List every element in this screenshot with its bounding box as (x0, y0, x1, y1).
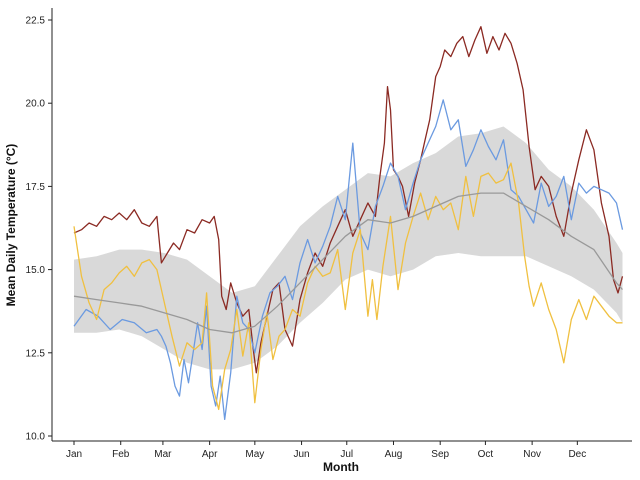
x-tick-label: Feb (112, 449, 130, 460)
series-line-yellow (73, 162, 623, 411)
series-line-dark-red (73, 26, 624, 374)
axes (51, 8, 632, 442)
x-tick-label: Sep (431, 449, 449, 460)
confidence-band (74, 126, 623, 370)
x-tick-label: Nov (523, 449, 541, 460)
x-tick-label: Jun (293, 449, 309, 460)
x-tick-label: Jul (340, 449, 353, 460)
y-tick-label: 17.5 (26, 182, 46, 193)
x-tick-label: Apr (202, 449, 218, 460)
y-tick-label: 12.5 (26, 348, 46, 359)
x-tick-label: May (245, 449, 264, 460)
x-tick-label: Oct (478, 449, 494, 460)
band-area (74, 126, 623, 370)
series-line-blue (73, 99, 624, 421)
x-tick-label: Mar (154, 449, 172, 460)
y-ticks: 10.0 12.5 15.0 17.5 20.0 22.5 (26, 16, 52, 443)
x-tick-label: Jan (66, 449, 82, 460)
y-tick-label: 22.5 (26, 16, 46, 27)
series-lines (73, 26, 624, 421)
y-tick-label: 10.0 (26, 432, 46, 443)
y-tick-label: 15.0 (26, 265, 46, 276)
series-line-gray (73, 192, 623, 334)
x-tick-label: Aug (385, 449, 403, 460)
x-axis-title: Month (323, 460, 359, 474)
y-tick-label: 20.0 (26, 99, 46, 110)
x-ticks: Jan Feb Mar Apr May Jun Jul Aug Sep Oct Nov Dec (66, 441, 586, 460)
x-tick-label: Dec (568, 449, 586, 460)
y-axis-title: Mean Daily Temperature (°C) (4, 144, 18, 307)
